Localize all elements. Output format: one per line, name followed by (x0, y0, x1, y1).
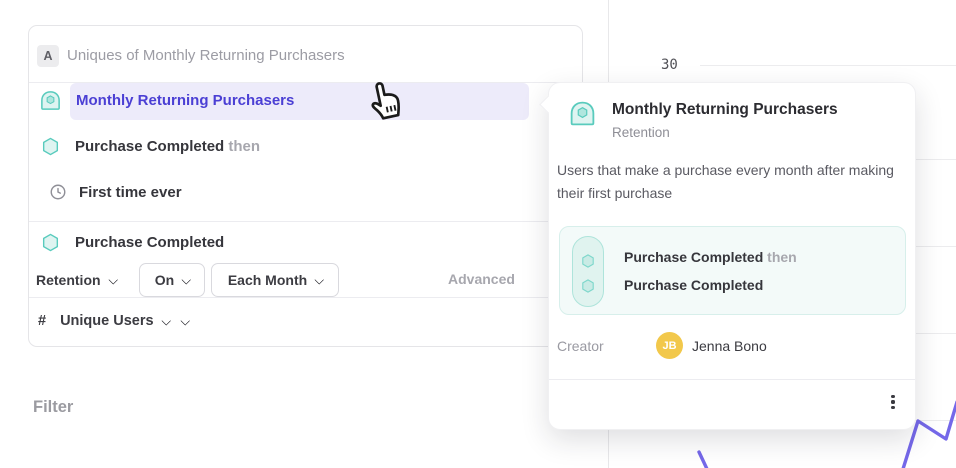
step1-filter-label[interactable]: First time ever (79, 184, 182, 201)
step1-label: Purchase Completed (75, 138, 225, 155)
series-title: Uniques of Monthly Returning Purchasers (67, 47, 345, 64)
chevron-down-icon (160, 315, 171, 326)
aggregation-dropdown[interactable]: # Unique Users (38, 313, 190, 329)
on-label: On (154, 272, 175, 288)
definition-steps-pill (572, 236, 604, 307)
chevron-down-icon (179, 315, 190, 326)
granularity-label: Each Month (227, 272, 308, 288)
step2-label[interactable]: Purchase Completed (75, 234, 225, 251)
selected-event-row[interactable] (70, 83, 529, 120)
granularity-dropdown[interactable]: Each Month (211, 263, 339, 297)
divider (29, 297, 582, 298)
query-builder-card: A Uniques of Monthly Returning Purchaser… (28, 25, 583, 347)
creator-label: Creator (557, 338, 604, 354)
definition-step2: Purchase Completed (624, 277, 764, 293)
step1-connector: then (228, 138, 261, 155)
measurement-label: Retention (36, 272, 101, 288)
definition-connector: then (767, 249, 797, 265)
definition-step1-label: Purchase Completed (624, 249, 764, 265)
chevron-down-icon (107, 274, 118, 285)
definition-step1: Purchase Completed then (624, 249, 797, 265)
series-badge: A (37, 45, 59, 67)
popover-type-label: Retention (612, 125, 670, 140)
cohort-description: Users that make a purchase every month a… (557, 162, 894, 201)
event-hexagon-icon (582, 254, 594, 268)
cohort-details-popover: Monthly Returning Purchasers Retention U… (539, 82, 916, 430)
avatar: JB (656, 332, 683, 359)
hand-cursor-icon (371, 82, 401, 120)
on-dropdown[interactable]: On (139, 263, 205, 297)
step1-row[interactable]: Purchase Completed then (75, 138, 260, 155)
divider (549, 379, 915, 380)
event-hexagon-icon (42, 233, 59, 252)
event-hexagon-icon (42, 137, 59, 156)
cohort-icon (41, 91, 60, 110)
divider (29, 82, 582, 83)
aggregation-label: Unique Users (60, 313, 154, 329)
event-hexagon-icon (582, 279, 594, 293)
measurement-dropdown[interactable]: Retention (36, 263, 118, 297)
hash-icon: # (38, 313, 47, 329)
cohort-icon (570, 101, 595, 126)
cohort-definition-box: Purchase Completed then Purchase Complet… (559, 226, 906, 315)
creator-name: Jenna Bono (692, 338, 767, 354)
filter-section-title: Filter (33, 398, 74, 416)
chevron-down-icon (181, 274, 192, 285)
selected-event-label[interactable]: Monthly Returning Purchasers (76, 92, 295, 109)
first-time-clock-icon (50, 184, 66, 200)
divider (29, 221, 582, 222)
kebab-menu-icon[interactable] (881, 390, 905, 414)
y-axis-tick-30: 30 (661, 57, 678, 73)
chevron-down-icon (314, 274, 325, 285)
advanced-button[interactable]: Advanced (448, 271, 515, 287)
popover-title: Monthly Returning Purchasers (612, 101, 838, 118)
